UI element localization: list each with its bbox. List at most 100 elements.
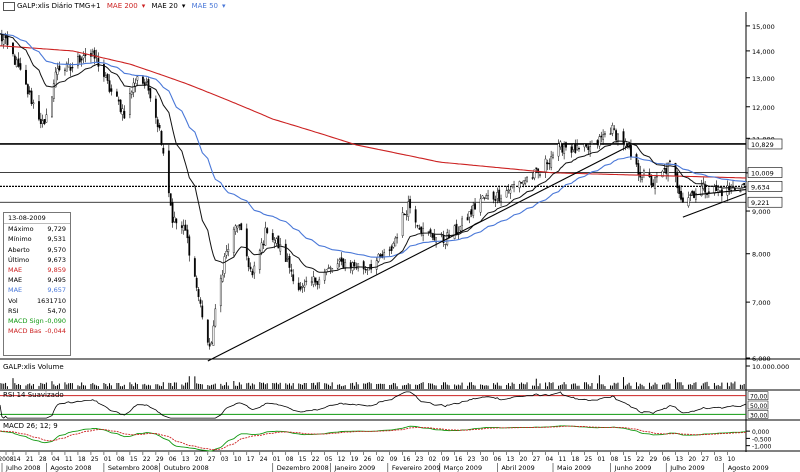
x-tick-label: 2008 [0,456,14,463]
mae200-legend[interactable]: MAE 200 [106,2,138,10]
info-value: 9,729 [47,225,66,234]
candle-body [56,68,59,75]
trendline [682,192,747,218]
candle-body [208,343,211,347]
candle-body [611,125,614,134]
candle-body [694,193,697,200]
rsi-tick-label: 30,00 [750,412,767,419]
month-label: Setembro 2008 [108,464,158,472]
candle-body [171,202,174,223]
candle-body [288,256,291,268]
candle-body [156,119,159,128]
candle-body [264,227,267,246]
macd-panel-title: MACD 26; 12; 9 [3,422,58,430]
candle-body [687,197,690,207]
candle-body [340,257,343,262]
candle-body [407,201,410,217]
x-tick-label: 03 [714,456,722,463]
candle-body [427,231,430,233]
candle-body [64,69,66,71]
candle-body [312,276,315,285]
candle-body [513,184,515,188]
candle-body [414,209,417,223]
candle-body [433,234,436,241]
x-axis-band [0,452,800,472]
candle-body [604,133,606,135]
dropdown-icon[interactable]: ▾ [181,2,186,10]
candle-body [500,198,502,202]
dropdown-icon[interactable]: ▾ [141,2,146,10]
candle-body [596,140,599,145]
chart-title[interactable]: GALP:xlis Diário TMG+1 [17,2,101,10]
candle-body [173,216,176,222]
candle-body [251,270,254,276]
candle-body [524,179,527,185]
candle-body [602,134,605,140]
candle-body [574,144,577,153]
x-tick-label: 25 [585,456,593,463]
info-date: 13-08-2009 [4,213,70,225]
candle-body [570,146,573,153]
candle-body [82,55,85,59]
candle-body [726,185,729,196]
candle-body [301,286,304,288]
price-level-label: 9,221 [751,199,770,207]
candle-body [552,154,554,158]
chart-icon [3,1,15,11]
info-label: Último [8,255,30,264]
candle-body [381,253,384,258]
candle-body [17,58,20,67]
candle-body [297,282,300,290]
candle-body [38,101,40,120]
x-tick-label: 15 [624,456,632,463]
month-label: Março 2009 [444,464,482,472]
candle-body [54,71,57,88]
candle-body [702,182,705,189]
candle-body [511,184,514,187]
candle-body [691,190,694,194]
candle-body [622,131,625,145]
candle-body [739,191,742,193]
rsi-tick-label: 70,00 [750,394,767,401]
candle-body [331,268,334,271]
x-tick-label: 20 [688,456,696,463]
candle-body [184,224,187,231]
x-tick-label: 01 [598,456,606,463]
candle-body [681,197,684,203]
candle-body [336,263,339,269]
candle-body [429,229,432,233]
y-tick-label: 8,000 [752,251,771,259]
candle-body [362,261,365,270]
candle-body [375,260,378,270]
candle-body [162,147,165,154]
info-label: MACD Bas [8,327,42,336]
candle-body [182,225,185,231]
candle-body [316,280,319,285]
x-tick-label: 23 [416,456,424,463]
rsi-panel-title: RSI 14 Suavizado [3,391,64,399]
candle-body [212,325,215,346]
y-tick-label: 13,000 [752,75,775,83]
macd-line [0,425,747,452]
x-tick-label: 21 [26,456,34,463]
x-tick-label: 16 [403,456,411,463]
candle-body [310,281,313,283]
mae50-legend[interactable]: MAE 50 [191,2,218,10]
info-label: Vol [8,296,18,305]
mae20-legend[interactable]: MAE 20 [151,2,178,10]
candle-body [533,169,536,179]
month-label: Julho 2009 [669,464,705,472]
candle-body [15,59,18,67]
chart-title-bar: GALP:xlis Diário TMG+1 MAE 200 ▾ MAE 20 ▾ … [0,0,800,12]
dropdown-icon[interactable]: ▾ [221,2,226,10]
candle-body [210,342,213,345]
candle-body [613,128,616,130]
candle-body [544,158,547,172]
candle-body [474,203,476,210]
candle-body [572,143,575,150]
candle-body [565,142,567,148]
month-label: Maio 2009 [557,464,591,472]
candle-body [656,176,658,178]
x-tick-label: 01 [273,456,281,463]
candle-body [654,177,656,190]
